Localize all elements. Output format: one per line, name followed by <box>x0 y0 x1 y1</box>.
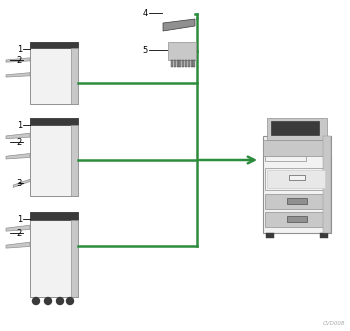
Text: 5: 5 <box>143 45 148 55</box>
Bar <box>265 194 329 209</box>
Text: 4: 4 <box>143 9 148 18</box>
Text: 1: 1 <box>17 120 22 129</box>
Bar <box>30 212 78 297</box>
Bar <box>267 170 325 188</box>
Bar <box>30 118 78 125</box>
Circle shape <box>33 298 40 305</box>
Bar <box>174 60 176 67</box>
Bar <box>265 168 329 190</box>
Bar <box>182 60 184 67</box>
Polygon shape <box>6 58 30 62</box>
Bar <box>320 233 328 238</box>
Text: 1: 1 <box>17 214 22 223</box>
Bar <box>263 140 331 156</box>
Circle shape <box>66 298 74 305</box>
Bar <box>71 220 78 297</box>
Bar <box>71 125 78 196</box>
Bar <box>185 60 187 67</box>
Bar <box>171 60 173 67</box>
Polygon shape <box>13 179 30 187</box>
Bar <box>30 42 78 48</box>
Bar <box>323 136 331 233</box>
Text: 2: 2 <box>17 137 22 147</box>
Circle shape <box>56 298 63 305</box>
Bar <box>289 175 305 180</box>
Polygon shape <box>6 225 30 231</box>
Bar <box>30 118 78 196</box>
Polygon shape <box>163 19 195 31</box>
Bar <box>287 198 307 204</box>
Bar <box>177 60 178 67</box>
Bar <box>287 216 307 222</box>
Bar <box>180 60 181 67</box>
Polygon shape <box>6 154 30 159</box>
Bar <box>267 118 327 140</box>
Bar <box>266 233 274 238</box>
Bar <box>168 42 196 60</box>
Bar <box>271 121 319 135</box>
Bar <box>191 60 192 67</box>
Bar <box>194 60 195 67</box>
Polygon shape <box>6 133 30 139</box>
Text: 1: 1 <box>17 44 22 54</box>
Bar <box>265 156 306 161</box>
Bar <box>265 212 329 227</box>
Bar <box>188 60 190 67</box>
Text: 2: 2 <box>17 56 22 65</box>
Polygon shape <box>6 242 30 248</box>
Circle shape <box>44 298 51 305</box>
Text: 2: 2 <box>17 228 22 238</box>
Bar <box>71 48 78 104</box>
Bar <box>263 136 331 233</box>
Bar <box>30 212 78 220</box>
Text: CVD008: CVD008 <box>323 321 345 326</box>
Bar <box>30 42 78 104</box>
Text: 3: 3 <box>17 178 22 187</box>
Polygon shape <box>6 73 30 77</box>
